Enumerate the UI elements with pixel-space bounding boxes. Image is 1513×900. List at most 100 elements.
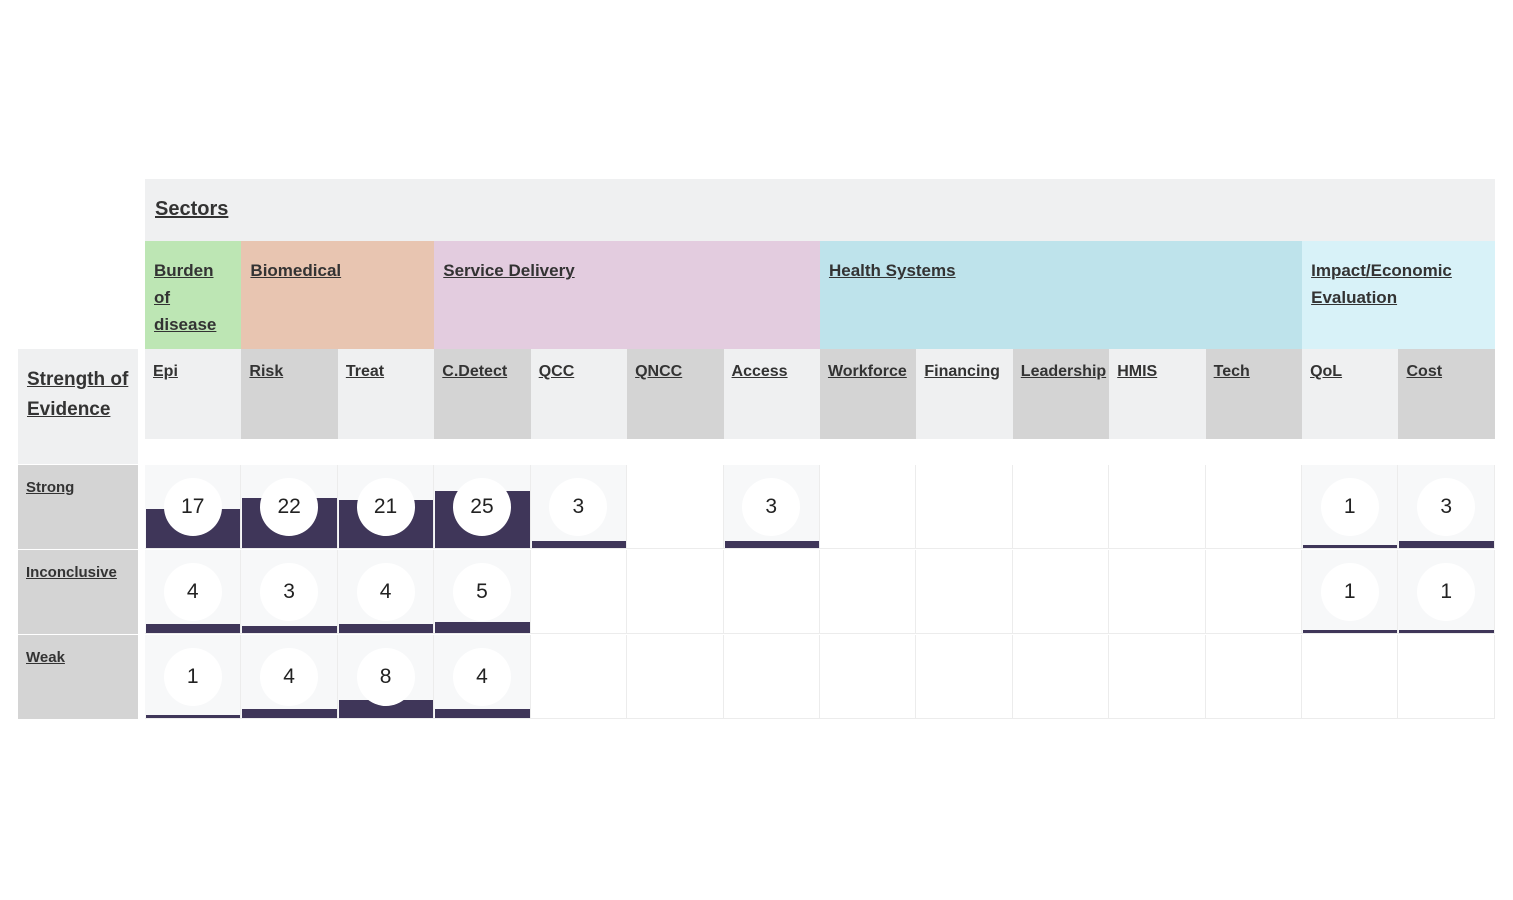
subcategory-link[interactable]: HMIS xyxy=(1117,363,1158,380)
subcategory-link[interactable]: Risk xyxy=(249,363,284,380)
subcategory-link[interactable]: Tech xyxy=(1213,363,1250,380)
evidence-cell[interactable]: 3 xyxy=(530,465,628,549)
subcategory-qcc: QCC xyxy=(530,349,628,439)
category-biomedical: Biomedical xyxy=(241,241,435,349)
subcategory-tech: Tech xyxy=(1205,349,1303,439)
subcategory-link[interactable]: QCC xyxy=(538,363,575,380)
count-bar xyxy=(435,621,530,633)
count-bubble[interactable]: 4 xyxy=(163,562,222,621)
subcategory-treat: Treat xyxy=(337,349,435,439)
subcategory-link[interactable]: Cost xyxy=(1406,363,1443,380)
strength-of-evidence-link[interactable]: Strength of Evidence xyxy=(27,369,129,420)
category-health-systems: Health Systems xyxy=(819,241,1303,349)
evidence-cell[interactable]: 4 xyxy=(145,550,242,634)
category-link[interactable]: Health Systems xyxy=(828,261,956,280)
row-label-inconclusive: Inconclusive xyxy=(18,550,138,634)
subcategory-link[interactable]: Treat xyxy=(345,363,385,380)
evidence-cell xyxy=(1012,635,1110,719)
count-bar xyxy=(242,626,337,633)
evidence-cell[interactable]: 4 xyxy=(434,635,531,719)
count-bubble[interactable]: 25 xyxy=(452,477,511,536)
evidence-cell[interactable]: 8 xyxy=(337,635,435,719)
sectors-title-link[interactable]: Sectors xyxy=(155,198,229,220)
subcategory-link[interactable]: Financing xyxy=(924,363,1000,380)
count-bar xyxy=(1399,541,1494,548)
count-bar xyxy=(435,708,530,718)
count-bubble[interactable]: 22 xyxy=(260,477,319,536)
count-bubble[interactable]: 3 xyxy=(742,477,801,536)
evidence-cell[interactable]: 3 xyxy=(1398,465,1495,549)
evidence-cell[interactable]: 25 xyxy=(434,465,531,549)
subcategory-hmis: HMIS xyxy=(1109,349,1206,439)
row-label-link[interactable]: Inconclusive xyxy=(26,564,117,581)
evidence-cell[interactable]: 4 xyxy=(241,635,338,719)
category-impact-economic-evaluation: Impact/Economic Evaluation xyxy=(1302,241,1495,349)
evidence-cell xyxy=(1205,550,1303,634)
evidence-cell xyxy=(819,465,917,549)
category-link[interactable]: Burden of disease xyxy=(154,261,217,334)
evidence-cell xyxy=(627,550,724,634)
count-bubble[interactable]: 1 xyxy=(1320,562,1379,621)
subcategory-link[interactable]: Access xyxy=(731,363,788,380)
count-bubble[interactable]: 1 xyxy=(1320,477,1379,536)
evidence-cell xyxy=(627,635,724,719)
evidence-cell[interactable]: 17 xyxy=(145,465,242,549)
count-bar xyxy=(242,708,337,718)
subcategory-c-detect: C.Detect xyxy=(434,349,531,439)
strength-of-evidence-header: Strength of Evidence xyxy=(18,349,138,464)
subcategory-access: Access xyxy=(723,349,820,439)
evidence-cell xyxy=(627,465,724,549)
evidence-cell xyxy=(819,635,917,719)
count-bubble[interactable]: 21 xyxy=(356,477,415,536)
category-link[interactable]: Service Delivery xyxy=(443,261,575,280)
subcategory-link[interactable]: Leadership xyxy=(1020,363,1107,380)
evidence-cell[interactable]: 1 xyxy=(1398,550,1495,634)
count-bubble[interactable]: 8 xyxy=(356,647,415,706)
count-bubble[interactable]: 1 xyxy=(163,647,222,706)
count-bubble[interactable]: 4 xyxy=(260,647,319,706)
evidence-cell xyxy=(530,635,628,719)
count-bar xyxy=(1303,545,1398,548)
evidence-cell xyxy=(1205,635,1303,719)
subcategory-qol: QoL xyxy=(1302,349,1399,439)
count-bubble[interactable]: 3 xyxy=(549,477,608,536)
subcategory-link[interactable]: QNCC xyxy=(635,363,683,380)
evidence-cell[interactable]: 1 xyxy=(1302,465,1399,549)
evidence-cell[interactable]: 22 xyxy=(241,465,338,549)
count-bubble[interactable]: 4 xyxy=(452,647,511,706)
count-bubble[interactable]: 3 xyxy=(1417,477,1476,536)
evidence-cell xyxy=(1302,635,1399,719)
row-label-link[interactable]: Weak xyxy=(26,649,65,666)
count-bubble[interactable]: 1 xyxy=(1417,562,1476,621)
count-bubble[interactable]: 17 xyxy=(163,477,222,536)
subcategory-link[interactable]: Epi xyxy=(153,363,178,380)
category-link[interactable]: Impact/Economic Evaluation xyxy=(1311,261,1452,307)
count-bar xyxy=(338,699,434,718)
evidence-cell[interactable]: 1 xyxy=(145,635,242,719)
row-label-strong: Strong xyxy=(18,465,138,549)
evidence-cell[interactable]: 3 xyxy=(723,465,820,549)
evidence-cell[interactable]: 5 xyxy=(434,550,531,634)
subcategory-workforce: Workforce xyxy=(819,349,917,439)
evidence-cell[interactable]: 4 xyxy=(337,550,435,634)
count-bar xyxy=(146,715,241,718)
subcategory-link[interactable]: C.Detect xyxy=(442,363,508,380)
evidence-cell[interactable]: 3 xyxy=(241,550,338,634)
count-bubble[interactable]: 3 xyxy=(260,562,319,621)
row-label-link[interactable]: Strong xyxy=(26,479,75,496)
evidence-cell[interactable]: 21 xyxy=(337,465,435,549)
category-link[interactable]: Biomedical xyxy=(250,261,342,280)
subcategory-link[interactable]: QoL xyxy=(1310,363,1343,380)
count-bubble[interactable]: 4 xyxy=(356,562,415,621)
evidence-cell[interactable]: 1 xyxy=(1302,550,1399,634)
subcategory-cost: Cost xyxy=(1398,349,1495,439)
subcategory-leadership: Leadership xyxy=(1012,349,1110,439)
subcategory-link[interactable]: Workforce xyxy=(827,363,907,380)
evidence-cell xyxy=(1398,635,1495,719)
count-bar xyxy=(338,623,434,633)
evidence-cell xyxy=(530,550,628,634)
count-bubble[interactable]: 5 xyxy=(452,562,511,621)
